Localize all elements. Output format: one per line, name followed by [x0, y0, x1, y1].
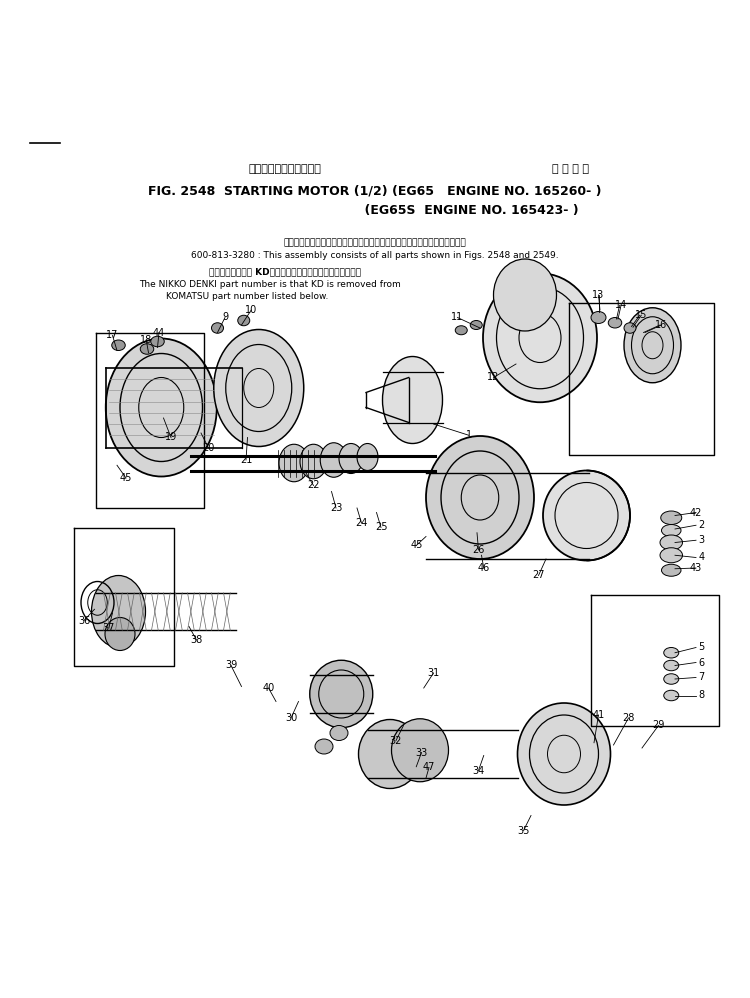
Ellipse shape [112, 340, 125, 350]
Text: 38: 38 [190, 635, 202, 645]
Text: 19: 19 [165, 432, 177, 442]
Ellipse shape [624, 307, 681, 383]
Ellipse shape [662, 564, 681, 576]
Ellipse shape [238, 315, 250, 325]
Text: 39: 39 [225, 661, 237, 671]
Text: 18: 18 [140, 335, 152, 345]
Ellipse shape [664, 674, 679, 685]
Text: 2: 2 [698, 520, 704, 530]
Ellipse shape [455, 325, 467, 334]
Text: スターティング　モータ: スターティング モータ [248, 164, 322, 174]
Text: 17: 17 [106, 330, 118, 340]
Text: 40: 40 [262, 683, 274, 693]
Text: 28: 28 [622, 713, 634, 723]
Text: 36: 36 [78, 616, 90, 626]
Text: 45: 45 [410, 541, 422, 551]
Text: 25: 25 [375, 523, 387, 533]
Ellipse shape [543, 470, 630, 561]
Text: 12: 12 [488, 372, 500, 382]
Ellipse shape [392, 719, 448, 781]
Text: 15: 15 [635, 310, 647, 320]
Text: 31: 31 [427, 668, 439, 678]
Text: 44: 44 [153, 327, 165, 337]
Ellipse shape [320, 443, 347, 477]
Text: 42: 42 [690, 508, 702, 518]
Ellipse shape [662, 525, 681, 537]
Text: 47: 47 [423, 762, 435, 772]
Text: 7: 7 [698, 673, 704, 683]
Ellipse shape [664, 691, 679, 701]
Ellipse shape [591, 311, 606, 323]
Ellipse shape [660, 548, 682, 563]
Text: 24: 24 [356, 518, 368, 528]
Text: 11: 11 [452, 312, 464, 322]
Text: 3: 3 [698, 535, 704, 545]
Ellipse shape [661, 511, 682, 525]
Ellipse shape [624, 322, 636, 333]
Text: 32: 32 [390, 736, 402, 746]
Text: FIG. 2548  STARTING MOTOR (1/2) (EG65   ENGINE NO. 165260- ): FIG. 2548 STARTING MOTOR (1/2) (EG65 ENG… [148, 185, 602, 198]
Ellipse shape [608, 317, 622, 328]
Text: 5: 5 [698, 643, 704, 653]
Text: 6: 6 [698, 658, 704, 668]
Ellipse shape [358, 720, 422, 788]
Text: KOMATSU part number listed below.: KOMATSU part number listed below. [166, 292, 328, 301]
Text: 10: 10 [245, 305, 257, 315]
Text: 21: 21 [240, 455, 252, 465]
Text: 13: 13 [592, 290, 604, 300]
Text: 4: 4 [698, 553, 704, 563]
Text: 26: 26 [472, 545, 484, 555]
Ellipse shape [483, 273, 597, 402]
Ellipse shape [330, 726, 348, 741]
Text: 45: 45 [120, 473, 132, 483]
Ellipse shape [357, 443, 378, 470]
Text: 23: 23 [330, 503, 342, 513]
Text: 600-813-3280 : This assembly consists of all parts shown in Figs. 2548 and 2549.: 600-813-3280 : This assembly consists of… [191, 251, 559, 260]
Ellipse shape [214, 329, 304, 446]
Ellipse shape [211, 322, 223, 333]
Text: 35: 35 [518, 825, 530, 835]
Ellipse shape [518, 703, 610, 805]
Ellipse shape [105, 618, 135, 651]
Ellipse shape [310, 661, 373, 728]
Ellipse shape [339, 443, 363, 473]
Text: 16: 16 [656, 320, 668, 330]
Text: 9: 9 [222, 312, 228, 322]
Text: 46: 46 [478, 563, 490, 573]
Text: 8: 8 [698, 691, 704, 701]
Ellipse shape [664, 648, 679, 658]
Text: 適 用 号 機: 適 用 号 機 [551, 164, 589, 174]
Ellipse shape [106, 338, 217, 476]
Text: 14: 14 [615, 300, 627, 310]
Text: 41: 41 [592, 710, 604, 720]
Text: 品番のメーカ記号 KDを除いたものが日興電機の品番です。: 品番のメーカ記号 KDを除いたものが日興電機の品番です。 [209, 267, 361, 276]
Text: 1: 1 [466, 430, 472, 440]
Ellipse shape [300, 444, 327, 479]
Text: The NIKKO DENKI part number is that KD is removed from: The NIKKO DENKI part number is that KD i… [140, 280, 400, 289]
Ellipse shape [151, 336, 164, 346]
Ellipse shape [140, 343, 154, 354]
Text: 29: 29 [652, 721, 664, 731]
Text: 37: 37 [103, 623, 115, 633]
Text: 34: 34 [472, 765, 484, 775]
Ellipse shape [664, 661, 679, 671]
Ellipse shape [315, 739, 333, 754]
Ellipse shape [660, 535, 682, 550]
Ellipse shape [382, 356, 442, 443]
Text: このアセンブリの構成部品は第２５４８図および第２５４９図を含みます。: このアセンブリの構成部品は第２５４８図および第２５４９図を含みます。 [284, 238, 466, 247]
Text: 20: 20 [202, 443, 214, 453]
Text: 43: 43 [690, 563, 702, 573]
Ellipse shape [470, 320, 482, 329]
Ellipse shape [494, 259, 556, 331]
Text: 27: 27 [532, 571, 544, 581]
Ellipse shape [426, 436, 534, 559]
Text: 33: 33 [416, 748, 428, 757]
Ellipse shape [92, 576, 146, 648]
Text: (EG65S  ENGINE NO. 165423- ): (EG65S ENGINE NO. 165423- ) [172, 204, 578, 217]
Text: 22: 22 [308, 480, 320, 490]
Text: 30: 30 [285, 713, 297, 723]
Ellipse shape [279, 444, 309, 482]
